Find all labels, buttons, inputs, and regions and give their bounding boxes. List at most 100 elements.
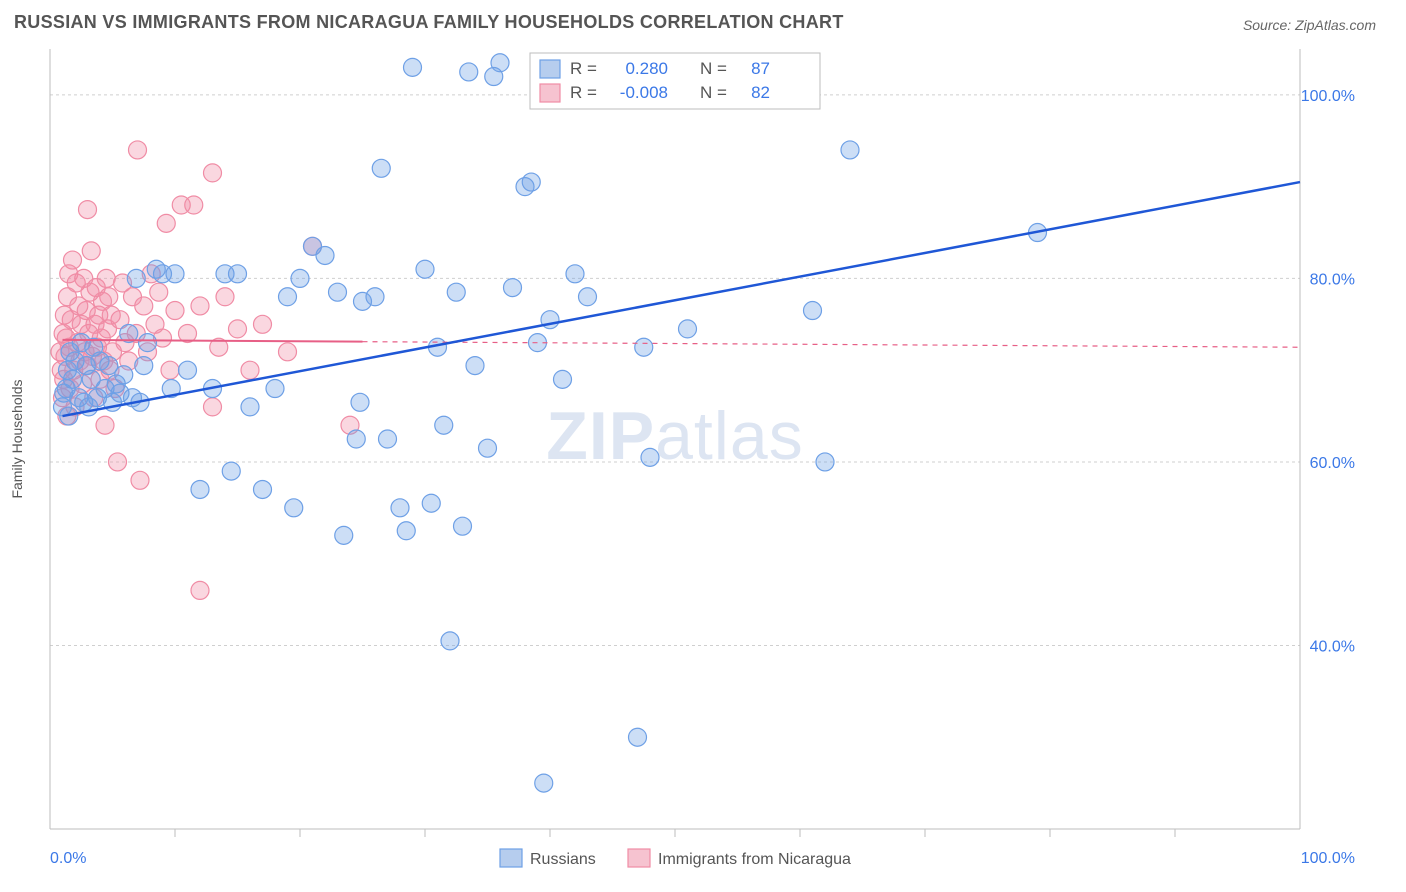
russians-point [316, 246, 334, 264]
russians-point [841, 141, 859, 159]
russians-point [504, 279, 522, 297]
y-tick-label: 60.0% [1310, 455, 1355, 472]
russians-point [566, 265, 584, 283]
nicaragua-point [82, 242, 100, 260]
russians-point [191, 480, 209, 498]
nicaragua-point [157, 214, 175, 232]
bottom-legend-label-nicaragua: Immigrants from Nicaragua [658, 851, 851, 868]
stats-legend-r-label: R = [570, 83, 597, 102]
russians-point [266, 380, 284, 398]
russians-point [479, 439, 497, 457]
stats-legend-r-label: R = [570, 59, 597, 78]
russians-point [329, 283, 347, 301]
nicaragua-point [97, 269, 115, 287]
nicaragua-point [109, 453, 127, 471]
watermark: ZIPatlas [546, 398, 803, 474]
russians-point [629, 728, 647, 746]
russians-point [115, 366, 133, 384]
russians-point [522, 173, 540, 191]
nicaragua-point [161, 361, 179, 379]
russians-trend [63, 182, 1301, 416]
russians-point [491, 54, 509, 72]
stats-legend-n-value: 82 [751, 83, 770, 102]
russians-point [391, 499, 409, 517]
russians-point [454, 517, 472, 535]
nicaragua-point [79, 201, 97, 219]
russians-point [397, 522, 415, 540]
russians-point [422, 494, 440, 512]
russians-point [335, 526, 353, 544]
russians-point [166, 265, 184, 283]
y-tick-label: 80.0% [1310, 271, 1355, 288]
russians-point [139, 334, 157, 352]
y-axis-title: Family Households [9, 379, 25, 498]
nicaragua-point [241, 361, 259, 379]
chart-title: RUSSIAN VS IMMIGRANTS FROM NICARAGUA FAM… [14, 12, 844, 33]
bottom-legend-label-russians: Russians [530, 851, 596, 868]
russians-point [351, 393, 369, 411]
russians-point [135, 357, 153, 375]
stats-legend-r-value: -0.008 [620, 83, 668, 102]
stats-legend-r-value: 0.280 [625, 59, 668, 78]
russians-point [554, 370, 572, 388]
stats-legend-n-label: N = [700, 59, 727, 78]
russians-point [285, 499, 303, 517]
russians-point [127, 269, 145, 287]
russians-point [804, 302, 822, 320]
nicaragua-point [191, 297, 209, 315]
chart-area: ZIPatlas 40.0% 60.0% 80.0% 100.0% 0.0% 100.0% F… [0, 39, 1406, 879]
y-tick-label: 40.0% [1310, 638, 1355, 655]
nicaragua-point [135, 297, 153, 315]
russians-point [254, 480, 272, 498]
russians-point [222, 462, 240, 480]
y-tick-label: 100.0% [1301, 88, 1355, 105]
russians-point [404, 58, 422, 76]
nicaragua-point [191, 581, 209, 599]
russians-point [229, 265, 247, 283]
nicaragua-trend-dashed [363, 342, 1301, 348]
nicaragua-point [64, 251, 82, 269]
russians-point [466, 357, 484, 375]
nicaragua-point [204, 164, 222, 182]
stats-legend-n-value: 87 [751, 59, 770, 78]
nicaragua-point [204, 398, 222, 416]
chart-source: Source: ZipAtlas.com [1243, 17, 1376, 33]
x-start-label: 0.0% [50, 850, 86, 867]
russians-point [816, 453, 834, 471]
russians-point [372, 159, 390, 177]
nicaragua-point [279, 343, 297, 361]
russians-point [241, 398, 259, 416]
russians-point [291, 269, 309, 287]
bottom-legend-swatch-russians [500, 849, 522, 867]
nicaragua-point [166, 302, 184, 320]
russians-point [460, 63, 478, 81]
russians-point [435, 416, 453, 434]
stats-legend-swatch [540, 60, 560, 78]
russians-point [366, 288, 384, 306]
russians-point [347, 430, 365, 448]
nicaragua-point [100, 288, 118, 306]
stats-legend-swatch [540, 84, 560, 102]
x-end-label: 100.0% [1301, 850, 1355, 867]
nicaragua-point [129, 141, 147, 159]
russians-point [635, 338, 653, 356]
russians-point [447, 283, 465, 301]
russians-point [64, 370, 82, 388]
nicaragua-point [254, 315, 272, 333]
russians-point [179, 361, 197, 379]
nicaragua-point [131, 471, 149, 489]
russians-point [379, 430, 397, 448]
stats-legend-n-label: N = [700, 83, 727, 102]
russians-point [641, 448, 659, 466]
nicaragua-point [185, 196, 203, 214]
russians-point [679, 320, 697, 338]
nicaragua-point [229, 320, 247, 338]
bottom-legend-swatch-nicaragua [628, 849, 650, 867]
nicaragua-point [216, 288, 234, 306]
russians-point [535, 774, 553, 792]
russians-point [279, 288, 297, 306]
russians-point [416, 260, 434, 278]
nicaragua-point [150, 283, 168, 301]
russians-point [579, 288, 597, 306]
nicaragua-point [96, 416, 114, 434]
